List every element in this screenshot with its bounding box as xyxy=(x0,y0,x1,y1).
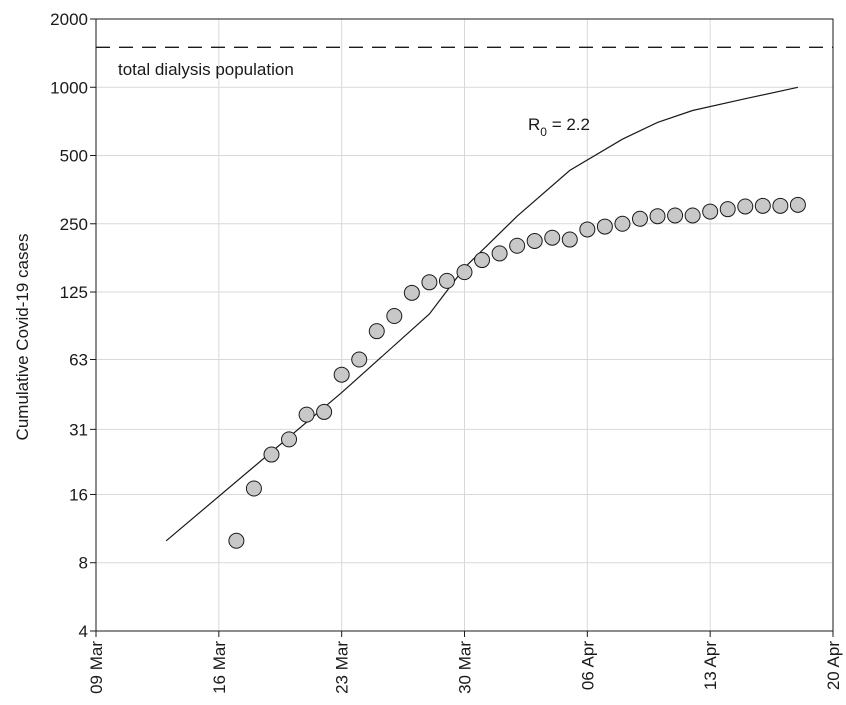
x-tick-label: 09 Mar xyxy=(87,641,106,694)
data-point xyxy=(789,196,806,213)
y-tick-label: 1000 xyxy=(50,78,88,97)
data-point xyxy=(456,264,473,281)
x-tick-label: 16 Mar xyxy=(210,641,229,694)
data-point xyxy=(263,446,280,463)
y-tick-label: 2000 xyxy=(50,10,88,29)
data-point xyxy=(298,406,315,423)
data-point xyxy=(561,231,578,248)
data-point xyxy=(631,210,648,227)
y-tick-label: 500 xyxy=(60,147,88,166)
model-curve-label: R0 = 2.2 xyxy=(528,115,590,139)
data-point xyxy=(754,197,771,214)
x-axis-ticks: 09 Mar 16 Mar 23 Mar 30 Mar 06 Apr 13 Apr 20 A… xyxy=(87,631,843,694)
data-point xyxy=(719,201,736,218)
data-point xyxy=(544,229,561,246)
model-curve-line xyxy=(165,86,799,542)
y-tick-label: 31 xyxy=(69,420,88,439)
y-tick-label: 250 xyxy=(60,215,88,234)
data-point xyxy=(702,203,719,220)
y-tick-label: 125 xyxy=(60,283,88,302)
data-point xyxy=(474,252,491,269)
x-tick-label: 06 Apr xyxy=(578,641,597,690)
data-point xyxy=(245,480,262,497)
data-point xyxy=(491,245,508,262)
y-tick-label: 16 xyxy=(69,485,88,504)
y-tick-label: 8 xyxy=(79,554,88,573)
data-point xyxy=(596,218,613,235)
data-point xyxy=(368,323,385,340)
x-tick-label: 20 Apr xyxy=(824,641,843,690)
x-tick-label: 13 Apr xyxy=(701,641,720,690)
data-point xyxy=(316,403,333,420)
data-point xyxy=(772,197,789,214)
data-point xyxy=(614,215,631,232)
data-point xyxy=(228,532,245,549)
model-curve xyxy=(165,86,799,542)
data-point xyxy=(684,207,701,224)
data-point xyxy=(667,207,684,224)
data-point xyxy=(649,208,666,225)
y-tick-label: 4 xyxy=(79,622,88,641)
y-axis-ticks: 4 8 16 31 63 125 250 500 1000 2000 xyxy=(50,10,96,641)
data-point xyxy=(438,272,455,289)
data-point xyxy=(421,274,438,291)
reference-line-label: total dialysis population xyxy=(118,60,294,79)
data-point xyxy=(333,366,350,383)
data-point xyxy=(526,232,543,249)
data-point xyxy=(281,431,298,448)
observed-points xyxy=(228,196,806,549)
x-tick-label: 30 Mar xyxy=(456,641,475,694)
x-tick-label: 23 Mar xyxy=(333,641,352,694)
grid-lines xyxy=(95,18,834,632)
y-axis-label: Cumulative Covid-19 cases xyxy=(13,234,32,441)
data-point xyxy=(403,284,420,301)
data-point xyxy=(351,351,368,368)
data-point xyxy=(386,308,403,325)
model-curve-label-subscript: 0 xyxy=(540,125,547,139)
model-curve-label-main: R xyxy=(528,115,540,134)
data-point xyxy=(737,198,754,215)
data-point xyxy=(509,237,526,254)
y-tick-label: 63 xyxy=(69,351,88,370)
data-point xyxy=(579,221,596,238)
model-curve-label-suffix: = 2.2 xyxy=(547,115,590,134)
